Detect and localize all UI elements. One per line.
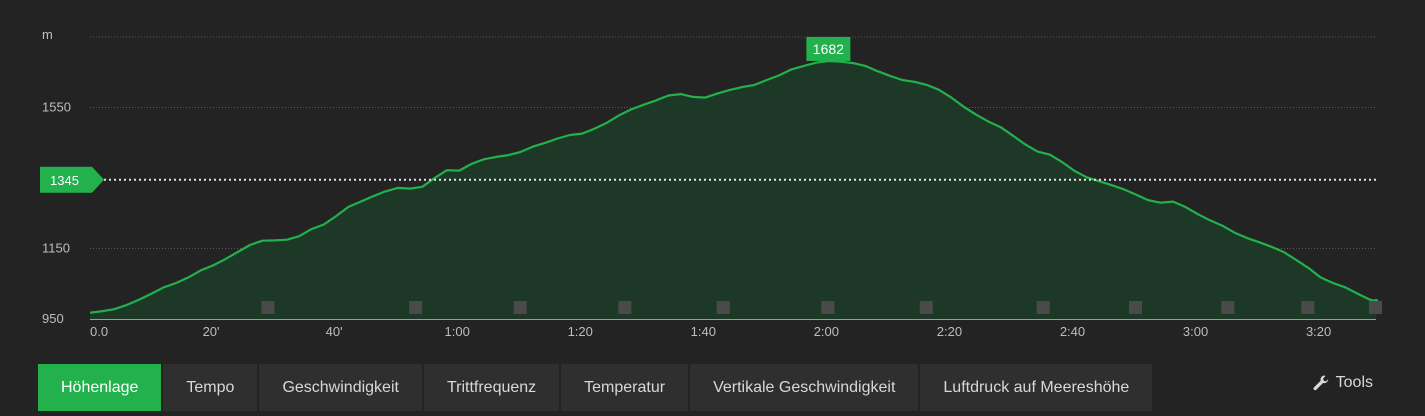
elevation-area xyxy=(90,61,1376,319)
reference-label-tag[interactable] xyxy=(40,166,104,193)
lap-marker[interactable] xyxy=(1036,301,1050,314)
tab-trittfrequenz[interactable]: Trittfrequenz xyxy=(423,364,560,411)
x-tick-label: 2:00 xyxy=(814,324,839,339)
lap-marker[interactable] xyxy=(1221,301,1235,314)
tab-geschwindigkeit[interactable]: Geschwindigkeit xyxy=(259,364,422,411)
tab-höhenlage[interactable]: Höhenlage xyxy=(38,364,162,411)
x-tick-label: 2:40 xyxy=(1060,324,1085,339)
y-tick-label: 1550 xyxy=(42,100,71,115)
x-axis-ticks: 0.0 20' 40' 1:00 1:20 1:40 2:00 2:20 2:40 3:00 3:2… xyxy=(90,324,1331,339)
elevation-chart[interactable]: 1345 1682 950 1150 1550 0.0 20' 40' 1:00 1:20 1… xyxy=(0,0,1425,345)
lap-marker[interactable] xyxy=(1301,301,1315,314)
y-tick-label: 950 xyxy=(42,311,64,326)
x-tick-label: 1:20 xyxy=(568,324,593,339)
y-axis-unit-label: m xyxy=(42,27,53,42)
peak-label: 1682 xyxy=(813,41,844,57)
lap-markers xyxy=(261,301,1382,314)
y-tick-label: 1150 xyxy=(42,241,70,256)
reference-label: 1345 xyxy=(50,173,79,188)
tab-luftdruck-auf-meereshöhe[interactable]: Luftdruck auf Meereshöhe xyxy=(920,364,1153,411)
tools-button[interactable]: Tools xyxy=(1312,374,1373,392)
elevation-line xyxy=(89,59,1377,314)
lap-marker[interactable] xyxy=(1129,301,1143,314)
tab-tempo[interactable]: Tempo xyxy=(163,364,258,411)
x-tick-label: 2:20 xyxy=(937,324,962,339)
lap-marker[interactable] xyxy=(1369,301,1382,314)
peak-layer: 1682 xyxy=(806,36,851,61)
lap-marker[interactable] xyxy=(618,301,632,314)
x-tick-label: 40' xyxy=(326,324,343,339)
lap-marker[interactable] xyxy=(513,301,527,314)
peak-label-box xyxy=(806,36,851,61)
x-tick-label: 3:00 xyxy=(1183,324,1208,339)
lap-marker[interactable] xyxy=(919,301,933,314)
x-tick-label: 3:20 xyxy=(1306,324,1331,339)
x-tick-label: 20' xyxy=(203,324,220,339)
reference-layer: 1345 xyxy=(40,166,1376,193)
lap-marker[interactable] xyxy=(716,301,730,314)
wrench-icon xyxy=(1312,374,1330,392)
y-axis-ticks: 950 1150 1550 xyxy=(42,100,71,327)
lap-marker[interactable] xyxy=(409,301,423,314)
tab-temperatur[interactable]: Temperatur xyxy=(561,364,689,411)
x-tick-label: 1:00 xyxy=(445,324,470,339)
x-tick-label: 1:40 xyxy=(691,324,716,339)
tools-label: Tools xyxy=(1335,374,1373,391)
area-layer xyxy=(89,59,1379,319)
lap-marker[interactable] xyxy=(261,301,275,314)
metric-tabs: Höhenlage Tempo Geschwindigkeit Trittfreque… xyxy=(38,364,1153,411)
tab-vertikale-geschwindigkeit[interactable]: Vertikale Geschwindigkeit xyxy=(690,364,919,411)
lap-marker[interactable] xyxy=(821,301,835,314)
x-tick-label: 0.0 xyxy=(90,324,108,339)
